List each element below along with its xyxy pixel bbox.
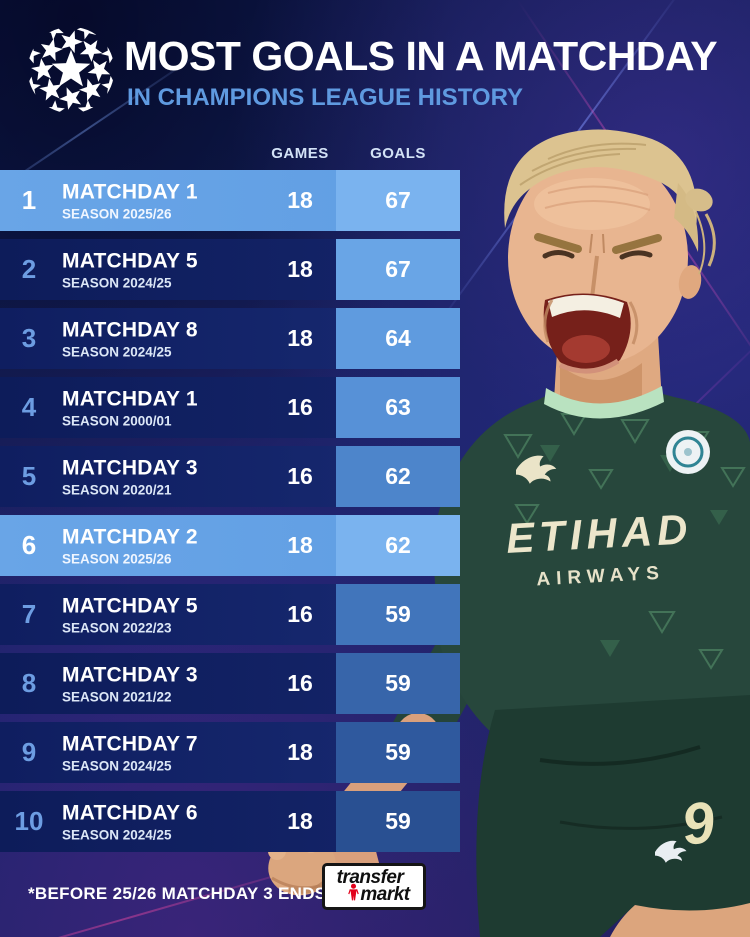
- season-label: SEASON 2024/25: [62, 827, 172, 842]
- transfermarkt-figure-icon: [348, 883, 360, 900]
- matchday-label: MATCHDAY 1: [62, 387, 198, 410]
- table-row: 10 MATCHDAY 6 SEASON 2024/25 18 59: [0, 791, 460, 852]
- footnote: *BEFORE 25/26 MATCHDAY 3 ENDS: [28, 884, 327, 903]
- column-header-games: GAMES: [271, 145, 329, 162]
- rank-label: 10: [14, 806, 44, 836]
- ucl-starball-icon: [27, 26, 115, 114]
- table-row: 3 MATCHDAY 8 SEASON 2024/25 18 64: [0, 308, 460, 369]
- games-value: 16: [287, 601, 313, 627]
- games-value: 16: [287, 670, 313, 696]
- season-label: SEASON 2000/01: [62, 413, 172, 428]
- season-label: SEASON 2020/21: [62, 482, 172, 497]
- rank-label: 5: [21, 461, 37, 491]
- matchday-label: MATCHDAY 5: [62, 594, 198, 617]
- table-row: 4 MATCHDAY 1 SEASON 2000/01 16 63: [0, 377, 460, 438]
- season-label: SEASON 2024/25: [62, 275, 172, 290]
- rank-label: 2: [21, 254, 37, 284]
- table-row: 9 MATCHDAY 7 SEASON 2024/25 18 59: [0, 722, 460, 783]
- matchday-label: MATCHDAY 8: [62, 318, 198, 341]
- games-value: 18: [287, 187, 313, 213]
- games-value: 18: [287, 256, 313, 282]
- matchday-label: MATCHDAY 3: [62, 663, 198, 686]
- goals-value: 59: [336, 584, 460, 645]
- ranking-table: 1 MATCHDAY 1 SEASON 2025/26 18 67 2 MATC…: [0, 170, 460, 860]
- goals-value: 59: [336, 653, 460, 714]
- games-value: 18: [287, 325, 313, 351]
- rank-label: 3: [21, 323, 37, 353]
- season-label: SEASON 2025/26: [62, 206, 172, 221]
- season-label: SEASON 2022/23: [62, 620, 172, 635]
- goals-value: 62: [336, 515, 460, 576]
- games-value: 16: [287, 463, 313, 489]
- games-value: 18: [287, 739, 313, 765]
- goals-value: 59: [336, 722, 460, 783]
- games-value: 16: [287, 394, 313, 420]
- table-row: 5 MATCHDAY 3 SEASON 2020/21 16 62: [0, 446, 460, 507]
- goals-value: 64: [336, 308, 460, 369]
- season-label: SEASON 2024/25: [62, 344, 172, 359]
- goals-value: 62: [336, 446, 460, 507]
- rank-label: 9: [21, 737, 37, 767]
- goals-value: 59: [336, 791, 460, 852]
- rank-label: 1: [21, 185, 37, 215]
- matchday-label: MATCHDAY 3: [62, 456, 198, 479]
- goals-value: 67: [336, 239, 460, 300]
- page-subtitle: IN CHAMPIONS LEAGUE HISTORY: [127, 84, 524, 111]
- goals-value: 63: [336, 377, 460, 438]
- table-row: 7 MATCHDAY 5 SEASON 2022/23 16 59: [0, 584, 460, 645]
- transfermarkt-logo: transfer markt: [322, 863, 426, 910]
- season-label: SEASON 2024/25: [62, 758, 172, 773]
- column-header-goals: GOALS: [370, 145, 426, 162]
- season-label: SEASON 2021/22: [62, 689, 172, 704]
- season-label: SEASON 2025/26: [62, 551, 172, 566]
- games-value: 18: [287, 532, 313, 558]
- rank-label: 8: [21, 668, 37, 698]
- matchday-label: MATCHDAY 5: [62, 249, 198, 272]
- rank-label: 4: [21, 392, 37, 422]
- table-row: 2 MATCHDAY 5 SEASON 2024/25 18 67: [0, 239, 460, 300]
- matchday-label: MATCHDAY 7: [62, 732, 198, 755]
- table-row: 8 MATCHDAY 3 SEASON 2021/22 16 59: [0, 653, 460, 714]
- rank-label: 7: [21, 599, 37, 629]
- games-value: 18: [287, 808, 313, 834]
- matchday-label: MATCHDAY 6: [62, 801, 198, 824]
- goals-value: 67: [336, 170, 460, 231]
- matchday-label: MATCHDAY 1: [62, 180, 198, 203]
- table-row: 1 MATCHDAY 1 SEASON 2025/26 18 67: [0, 170, 460, 231]
- page-title: MOST GOALS IN A MATCHDAY: [124, 33, 718, 79]
- rank-label: 6: [21, 530, 37, 560]
- brand-word-bottom: markt: [360, 884, 410, 905]
- table-row: 6 MATCHDAY 2 SEASON 2025/26 18 62: [0, 515, 460, 576]
- matchday-label: MATCHDAY 2: [62, 525, 198, 548]
